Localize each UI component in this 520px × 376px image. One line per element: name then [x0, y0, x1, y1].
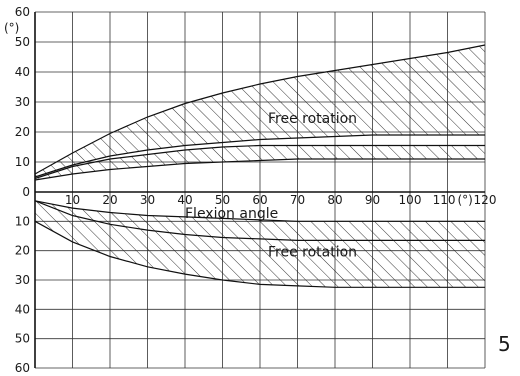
- annotations: Free rotation Free rotation: [268, 111, 357, 261]
- y-tick-label: 20: [15, 244, 30, 258]
- annotation-free-rotation: Free rotation: [268, 245, 357, 261]
- band-2: [35, 145, 485, 180]
- y-tick-label: 40: [15, 65, 30, 79]
- band-2-lower: [34, 158, 485, 181]
- x-tick-label: 10: [65, 193, 80, 207]
- x-axis-label: Flexion angle: [185, 206, 278, 222]
- inner-curve: [34, 200, 485, 241]
- x-tick-label: 40: [177, 193, 192, 207]
- bands: [35, 45, 485, 288]
- y-unit-label: (°): [4, 21, 19, 35]
- x-tick-label: 60: [252, 193, 267, 207]
- y-tick-label: 40: [15, 302, 30, 316]
- band-3: [35, 200, 485, 288]
- y-tick-label: 20: [15, 125, 30, 139]
- y-tick-label: 30: [15, 273, 30, 287]
- y-tick-label: 10: [15, 155, 30, 169]
- y-tick-label: 0: [22, 185, 30, 199]
- band-1-lower: [34, 134, 485, 178]
- y-tick-label: 60: [15, 5, 30, 19]
- x-tick-label: 110: [433, 193, 456, 207]
- y-tick-label: 30: [15, 95, 30, 109]
- x-tick-label: 80: [327, 193, 342, 207]
- x-tick-label: 100: [399, 193, 422, 207]
- band-3-upper: [34, 200, 485, 222]
- y-tick-label: 50: [15, 332, 30, 346]
- y-tick-label: 50: [15, 35, 30, 49]
- band-1-upper: [34, 44, 486, 175]
- x-unit-label: (°): [458, 193, 473, 207]
- frame: [34, 12, 485, 368]
- curves: [34, 44, 486, 288]
- x-tick-label: 70: [290, 193, 305, 207]
- x-tick-label: 120: [474, 193, 497, 207]
- x-tick-label: 90: [365, 193, 380, 207]
- x-tick-label: 50: [215, 193, 230, 207]
- x-tick-label: 30: [140, 193, 155, 207]
- y-tick-label: 10: [15, 214, 30, 228]
- annotation-free-rotation: Free rotation: [268, 111, 357, 127]
- figure-number: 5: [498, 332, 511, 356]
- band-3-lower: [34, 220, 485, 288]
- x-tick-label: 20: [102, 193, 117, 207]
- band-2-upper: [34, 144, 485, 180]
- band-1: [35, 45, 485, 177]
- y-tick-label: 60: [15, 361, 30, 375]
